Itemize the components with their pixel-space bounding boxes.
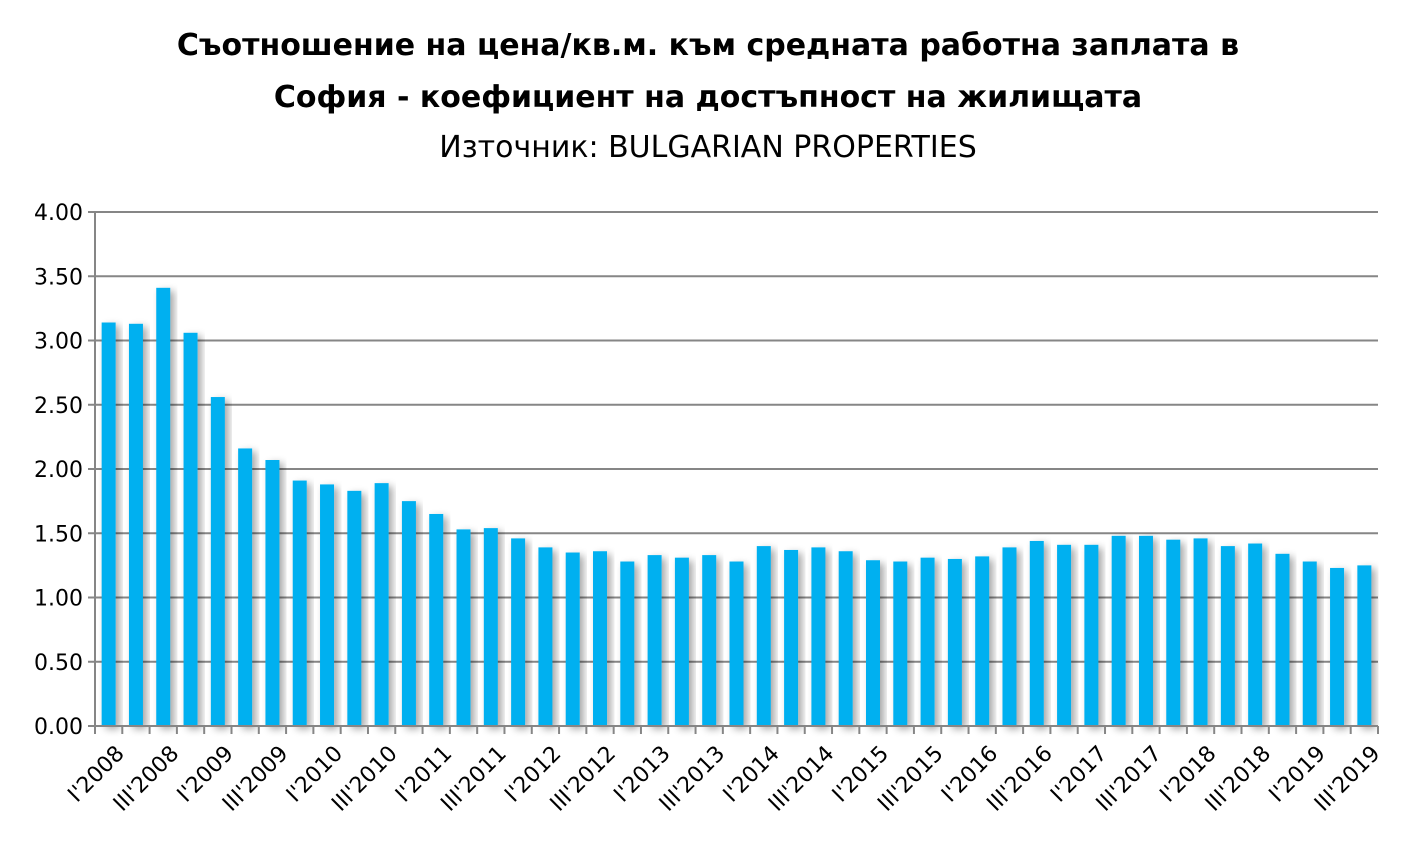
bar [538,547,553,726]
bar [1111,535,1126,726]
bar [1220,546,1235,726]
y-tick-label: 3.00 [34,330,83,355]
bar [975,556,990,726]
bar [156,287,171,726]
bar [811,547,826,726]
bar [429,513,444,726]
y-tick-label: 1.00 [34,587,83,612]
bar [128,323,143,726]
bar [347,490,362,726]
bar [320,484,335,726]
y-tick-label: 4.00 [34,201,83,226]
bar [756,546,771,726]
bar [183,332,198,726]
y-tick-label: 0.00 [34,715,83,740]
bar [1057,544,1072,726]
y-tick-label: 1.50 [34,522,83,547]
bar [865,560,880,726]
bar [1138,535,1153,726]
bar [483,528,498,726]
bar [1248,543,1263,726]
y-tick-label: 0.50 [34,651,83,676]
bar [265,460,280,726]
bar [292,480,307,726]
bar [374,483,389,726]
bar [1029,540,1044,726]
bar [1357,565,1372,726]
chart-title-line2: София - коефициент на достъпност на жили… [273,80,1143,115]
bar [1166,539,1181,726]
bar [729,561,744,726]
bar [565,552,580,726]
bar [702,555,717,726]
bar [920,557,935,726]
bar [1330,567,1345,726]
bar [620,561,635,726]
bar [210,397,225,726]
bar [947,558,962,726]
bar [456,529,471,726]
bar [238,448,253,726]
bar [1002,547,1017,726]
y-tick-label: 2.50 [34,394,83,419]
bar [1275,553,1290,726]
bar [593,551,608,726]
bar [893,561,908,726]
bar [101,322,116,726]
bar [401,501,416,726]
chart-title: Съотношение на цена/кв.м. към средната р… [176,28,1240,63]
bar [511,538,526,726]
bar [784,549,799,726]
y-tick-label: 2.00 [34,458,83,483]
bar [1084,544,1099,726]
y-tick-label: 3.50 [34,265,83,290]
bar [1193,538,1208,726]
chart-subtitle: Източник: BULGARIAN PROPERTIES [439,130,977,165]
bar [1302,561,1317,726]
bar [647,555,662,726]
bar [674,557,689,726]
bar [838,551,853,726]
